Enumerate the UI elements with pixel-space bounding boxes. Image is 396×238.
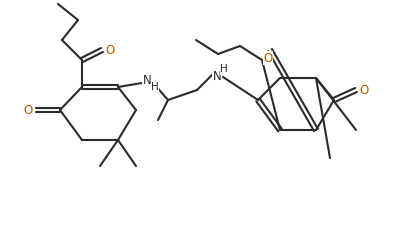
Text: H: H [220,64,228,74]
Text: O: O [23,104,32,116]
Text: N: N [143,74,151,88]
Text: O: O [105,44,114,56]
Text: O: O [360,84,369,96]
Text: O: O [263,51,272,64]
Text: N: N [213,70,221,84]
Text: H: H [151,82,159,92]
